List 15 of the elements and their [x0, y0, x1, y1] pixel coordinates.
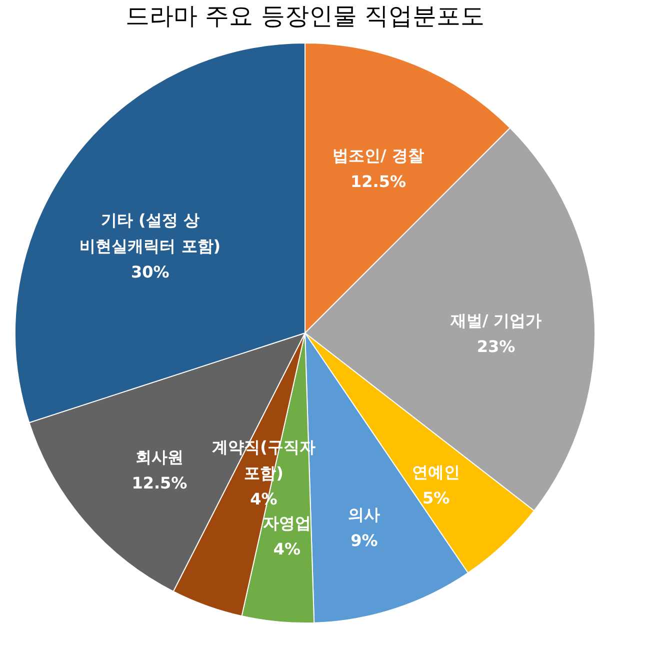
- slice-label: 법조인/ 경찰: [332, 146, 424, 166]
- slice-label: 재벌/ 기업가: [449, 310, 542, 330]
- data-label: 12.5%: [132, 473, 188, 492]
- data-label: 9%: [350, 531, 378, 550]
- slice-label: 의사: [348, 505, 380, 524]
- data-label: 23%: [476, 336, 516, 356]
- chart-title: 드라마 주요 등장인물 직업분포도: [126, 2, 484, 30]
- slice-label: 회사원: [135, 447, 184, 466]
- data-label: 4%: [273, 540, 301, 559]
- slice-label: 연예인: [412, 462, 460, 482]
- slice-label: 자영업: [262, 514, 311, 533]
- data-label: 5%: [422, 488, 450, 508]
- data-label: 30%: [131, 262, 170, 282]
- slice-label: 기타 (설정 상 비현실캐릭터 포함): [80, 210, 221, 256]
- data-label: 12.5%: [350, 172, 406, 192]
